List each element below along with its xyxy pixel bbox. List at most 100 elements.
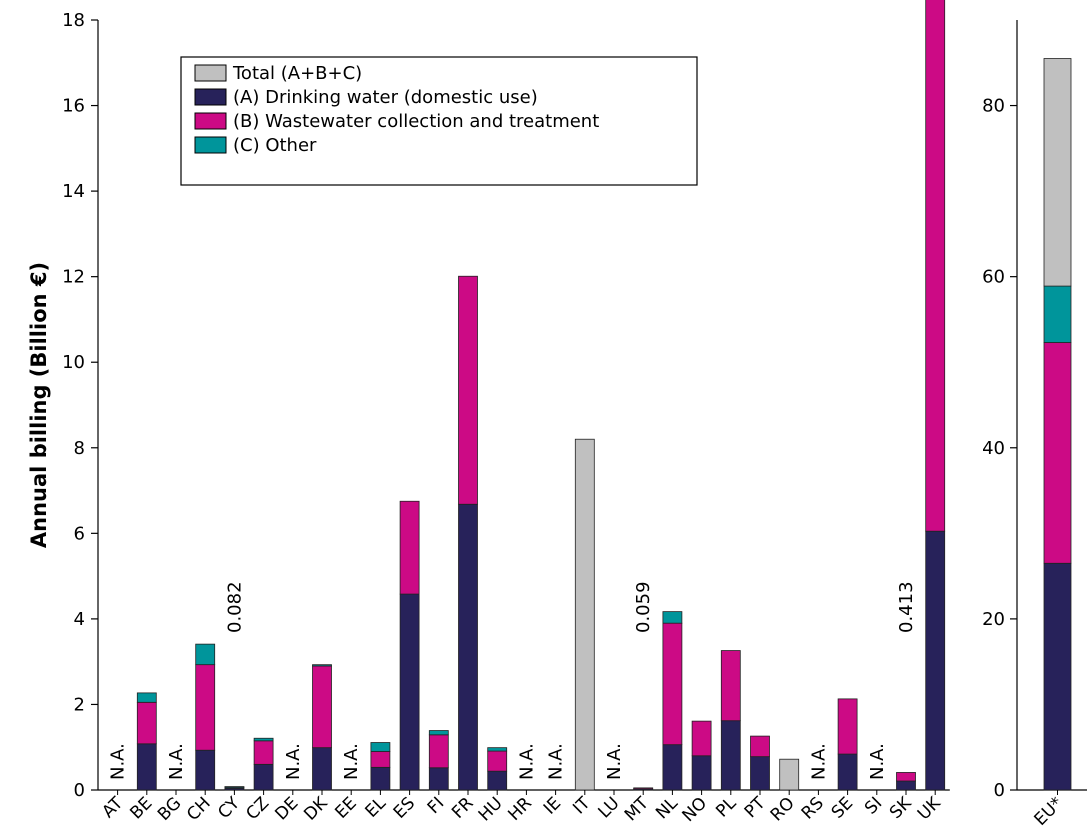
x-tick-label-nl: NL: [652, 793, 682, 823]
annotation-sk: 0.413: [896, 581, 917, 633]
y-tick-label: 12: [62, 267, 85, 288]
bar-fr-b-wastewater-collection-and-treatment: [458, 275, 478, 505]
legend-swatch-c-other: [194, 136, 227, 154]
annotation-si: N.A.: [867, 743, 888, 780]
bar-es-b-wastewater-collection-and-treatment: [399, 500, 420, 595]
x-tick-label-hu: HU: [475, 793, 507, 825]
x-tick-label-sk: SK: [886, 793, 916, 823]
x-tick-label-at: AT: [98, 793, 127, 822]
eu-y-tick-label: 20: [982, 609, 1005, 630]
legend-label-c-other: (C) Other: [233, 135, 317, 156]
bar-pl-a-drinking-water-domestic-use: [720, 720, 741, 791]
bar-cz-a-drinking-water-domestic-use: [253, 763, 274, 791]
bar-fi-b-wastewater-collection-and-treatment: [428, 734, 449, 769]
bar-it-total-a-b-c: [574, 438, 595, 791]
x-tick-label-el: EL: [361, 793, 390, 822]
annotation-lu: N.A.: [604, 743, 625, 780]
legend-label-a-drinking-water-domestic-use: (A) Drinking water (domestic use): [233, 87, 538, 108]
x-tick-label-mt: MT: [621, 793, 653, 825]
annotation-at: N.A.: [108, 743, 129, 780]
eu-plot: 0 20 40 60 80 EU*: [982, 20, 1087, 830]
bar-dk-a-drinking-water-domestic-use: [312, 747, 332, 791]
legend-swatch-a-drinking-water-domestic-use: [194, 88, 227, 106]
bar-be-c-other: [136, 692, 157, 703]
x-tick-label-uk: UK: [914, 793, 945, 824]
x-tick-label-ie: IE: [540, 793, 565, 818]
annotation-ee: N.A.: [341, 743, 362, 780]
bar-uk-b-wastewater-collection-and-treatment: [925, 0, 946, 532]
legend-box: [180, 56, 698, 186]
annotation-rs: N.A.: [808, 743, 829, 780]
x-tick-label-it: IT: [569, 793, 594, 818]
bar-cy-c-other: [224, 786, 245, 788]
bar-no-a-drinking-water-domestic-use: [691, 755, 712, 791]
bar-uk-a-drinking-water-domestic-use: [925, 530, 946, 791]
annotation-hr: N.A.: [516, 743, 537, 780]
bar-se-b-wastewater-collection-and-treatment: [837, 698, 858, 755]
annotation-bg: N.A.: [166, 743, 187, 780]
bar-el-b-wastewater-collection-and-treatment: [370, 751, 391, 768]
x-tick-label-cy: CY: [214, 793, 244, 823]
legend: Total (A+B+C) (A) Drinking water (domesti…: [180, 56, 698, 186]
y-tick-label: 10: [62, 352, 85, 373]
x-tick-label-lu: LU: [594, 793, 623, 822]
bar-pl-b-wastewater-collection-and-treatment: [720, 650, 741, 722]
annotation-ie: N.A.: [546, 743, 567, 780]
bar-nl-b-wastewater-collection-and-treatment: [662, 622, 683, 746]
x-tick-label-de: DE: [271, 793, 302, 824]
bar-ch-b-wastewater-collection-and-treatment: [195, 664, 216, 751]
x-tick-label-ch: CH: [183, 793, 215, 825]
bar-eu-a-drinking-water-domestic-use: [1043, 562, 1072, 791]
bar-fi-a-drinking-water-domestic-use: [428, 767, 449, 791]
y-tick-label: 4: [74, 609, 85, 630]
bar-fi-c-other: [428, 730, 449, 736]
bar-sk-b-wastewater-collection-and-treatment: [896, 772, 916, 782]
y-tick-label: 18: [62, 10, 85, 31]
x-tick-label-es: ES: [390, 793, 419, 822]
legend-label-total-a-b-c: Total (A+B+C): [232, 63, 362, 84]
y-tick-label: 14: [62, 181, 85, 202]
eu-y-tick-label: 60: [982, 267, 1005, 288]
legend-swatch-total-a-b-c: [194, 64, 227, 82]
bar-dk-c-other: [312, 664, 332, 667]
bar-ro-total-a-b-c: [779, 758, 800, 791]
eu-y-tick-label: 0: [994, 780, 1005, 801]
bar-nl-a-drinking-water-domestic-use: [662, 744, 683, 791]
bar-mt-b-wastewater-collection-and-treatment: [633, 787, 654, 790]
x-tick-label-si: SI: [861, 793, 886, 818]
bar-be-b-wastewater-collection-and-treatment: [136, 701, 157, 745]
bar-el-a-drinking-water-domestic-use: [370, 766, 391, 791]
bar-no-b-wastewater-collection-and-treatment: [691, 720, 712, 757]
x-tick-label-rs: RS: [798, 793, 828, 823]
bar-cz-c-other: [253, 737, 274, 742]
bar-fr-a-drinking-water-domestic-use: [458, 503, 478, 791]
y-tick-label: 8: [74, 438, 85, 459]
bar-se-a-drinking-water-domestic-use: [837, 753, 858, 791]
bar-eu-total-a-b-c: [1043, 58, 1072, 287]
y-tick-label: 6: [74, 523, 85, 544]
annotation-de: N.A.: [283, 743, 304, 780]
x-tick-label-pl: PL: [712, 793, 740, 821]
x-tick-label-no: NO: [679, 793, 712, 826]
x-tick-label-ro: RO: [767, 793, 799, 825]
x-tick-label-bg: BG: [154, 793, 185, 824]
bar-hu-b-wastewater-collection-and-treatment: [487, 750, 508, 772]
bar-eu-b-wastewater-collection-and-treatment: [1043, 342, 1072, 564]
x-tick-label-dk: DK: [300, 793, 332, 825]
annotation-mt: 0.059: [633, 581, 654, 633]
x-tick-label-be: BE: [126, 793, 156, 823]
x-tick-label-fr: FR: [448, 793, 478, 823]
eu-y-tick-label: 40: [982, 438, 1005, 459]
bar-es-a-drinking-water-domestic-use: [399, 593, 420, 791]
bar-ch-c-other: [195, 643, 216, 666]
bar-cz-b-wastewater-collection-and-treatment: [253, 740, 274, 765]
x-tick-label-se: SE: [828, 793, 857, 822]
bar-nl-c-other: [662, 611, 683, 624]
y-axis-title: Annual billing (Billion €): [27, 262, 51, 548]
legend-swatch-b-wastewater-collection-and-treatment: [194, 112, 227, 130]
bar-be-a-drinking-water-domestic-use: [136, 743, 157, 791]
bar-pt-b-wastewater-collection-and-treatment: [750, 735, 770, 758]
bar-ch-a-drinking-water-domestic-use: [195, 749, 216, 791]
x-tick-label-ee: EE: [331, 793, 360, 822]
